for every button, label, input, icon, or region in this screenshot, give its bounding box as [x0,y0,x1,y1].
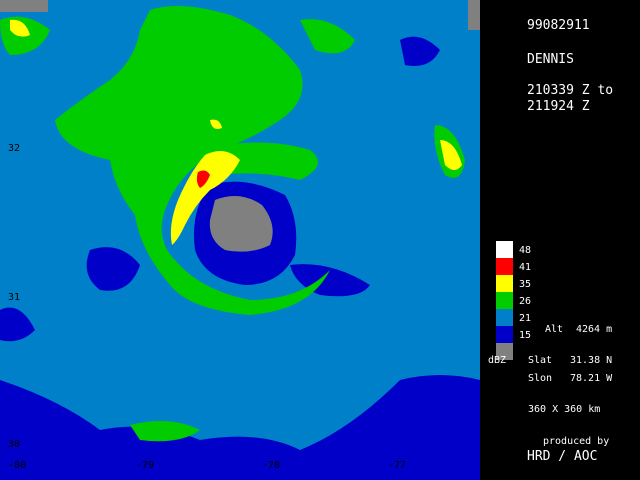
alt-label: Alt [545,324,564,335]
lon-tick-80: -80 [8,460,26,471]
produced-by-label: produced by [543,436,610,447]
legend-label-35: 35 [519,279,532,290]
strong-echo-regions [10,19,462,245]
alt-value: 4264 m [576,324,613,335]
time-range-line2: 211924 Z [527,99,590,114]
slat-value: 31.38 N [570,355,613,366]
lat-tick-31: 31 [8,292,20,303]
legend-label-21: 21 [519,313,532,324]
extent-label: 360 X 360 km [528,404,601,415]
info-panel [480,0,640,480]
lon-tick-77: -77 [388,460,406,471]
slon-value: 78.21 W [570,373,613,384]
legend-label-15: 15 [519,330,532,341]
legend-swatch-15 [496,326,513,343]
radar-map: 32 31 30 -80 -79 -78 -77 [0,0,480,480]
lat-tick-32: 32 [8,143,20,154]
legend-swatch-21 [496,309,513,326]
organization-label: HRD / AOC [527,449,598,464]
lon-tick-79: -79 [136,460,154,471]
storm-eye [209,196,273,252]
slon-label: Slon [528,373,553,384]
legend-label-41: 41 [519,262,532,273]
dbz-unit-label: dBZ [488,355,507,366]
legend-swatch-48 [496,241,513,258]
legend-swatch-41 [496,258,513,275]
slat-label: Slat [528,355,553,366]
storm-name: DENNIS [527,52,574,67]
legend-swatch-26 [496,292,513,309]
legend-swatch-35 [496,275,513,292]
date-label: 99082911 [527,18,590,33]
intense-echo-region [196,170,210,188]
legend-label-48: 48 [519,245,532,256]
lat-tick-30: 30 [8,439,20,450]
legend-swatch-land [496,343,513,360]
time-range-line1: 210339 Z to [527,83,614,98]
lon-tick-78: -78 [262,460,280,471]
legend-label-26: 26 [519,296,532,307]
